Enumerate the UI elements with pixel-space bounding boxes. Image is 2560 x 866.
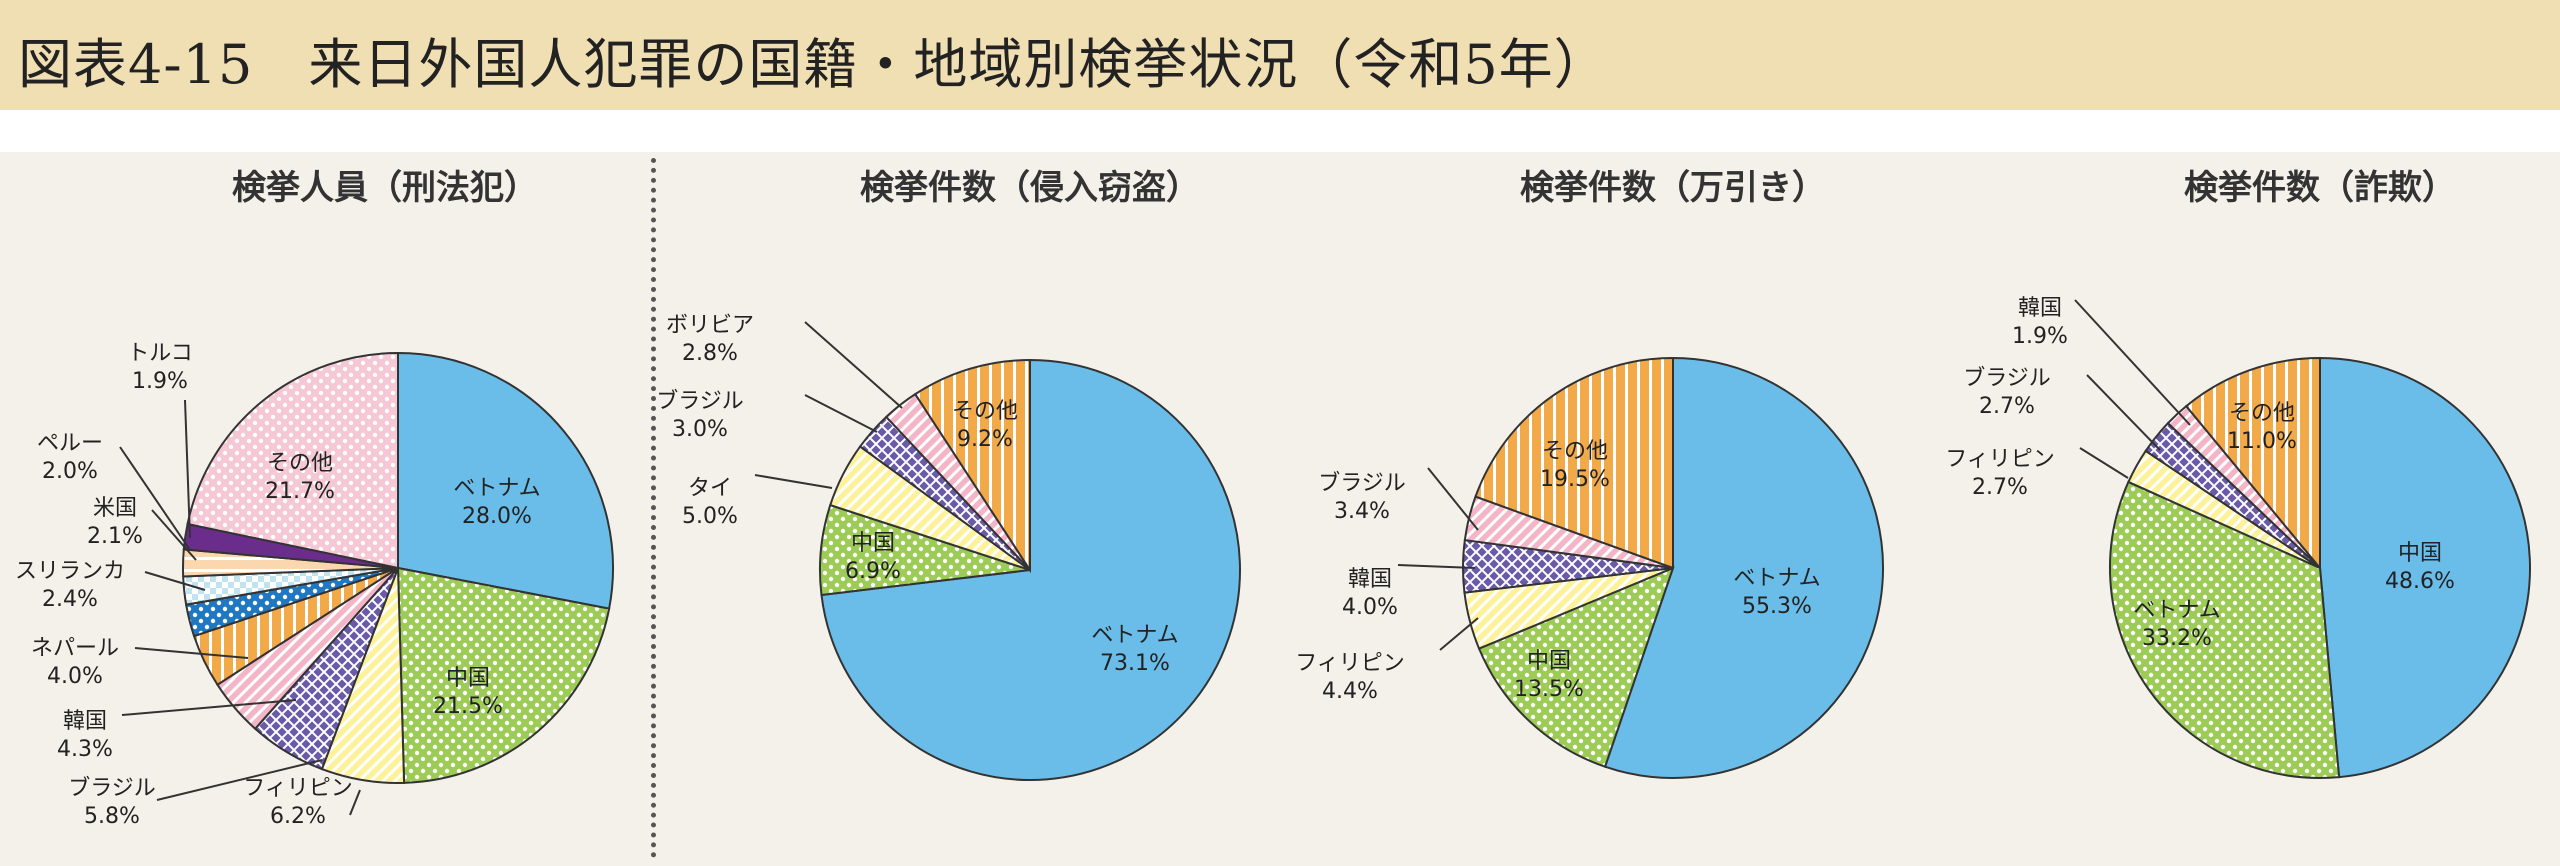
chart-title-2: 検挙件数（侵入窃盗） [860,168,1200,208]
slice-value-c3-4: 3.4% [1334,499,1390,524]
leader-line-c3-2 [1439,617,1479,651]
slice-name-c1-9: トルコ [127,341,193,366]
slice-value-c2-3: 3.0% [672,417,728,442]
slice-value-c1-7: 2.1% [87,524,143,549]
slice-name-c2-3: ブラジル [656,389,744,414]
leader-line-c4-4 [2074,299,2191,426]
figure-header: 図表4-15 来日外国人犯罪の国籍・地域別検挙状況（令和5年） [0,0,2560,110]
slice-value-c2-5: 9.2% [957,427,1013,452]
slice-value-c1-5: 4.0% [47,664,103,689]
slice-name-c1-2: フィリピン [243,776,353,801]
slice-name-c3-0: ベトナム [1733,566,1820,591]
slice-name-c4-2: フィリピン [1945,447,2055,472]
pie-slice-c1-10 [186,351,399,570]
slice-name-c2-2: タイ [688,476,732,501]
slice-name-c1-10: その他 [267,451,333,476]
leader-line-c4-3 [2086,374,2161,451]
leader-line-c2-2 [754,474,833,489]
chart-title-4: 検挙件数（詐欺） [2184,168,2456,208]
slice-value-c4-3: 2.7% [1979,394,2035,419]
slice-name-c3-4: ブラジル [1318,471,1406,496]
pie-slice-c4-0 [2319,356,2531,779]
slice-value-c3-1: 13.5% [1514,677,1584,702]
slice-value-c1-2: 6.2% [270,804,326,829]
pie-slice-c3-1 [1477,566,1675,768]
slice-name-c2-1: 中国 [851,531,895,556]
slice-name-c1-5: ネパール [31,636,119,661]
slice-name-c2-0: ベトナム [1091,623,1178,648]
pie-slice-c3-0 [1603,356,1884,779]
slice-name-c2-4: ボリビア [666,313,754,338]
divider-line [651,158,656,858]
slice-name-c1-7: 米国 [93,496,137,521]
slice-name-c1-4: 韓国 [63,709,107,734]
pie-slice-c4-5 [2184,356,2321,571]
leader-line-c1-8 [119,446,191,551]
leader-line-c4-2 [2079,447,2129,479]
leader-line-c1-5 [134,647,249,659]
pie-slice-c4-1 [2109,480,2341,779]
slice-name-c4-5: その他 [2229,401,2295,426]
slice-name-c1-1: 中国 [446,666,490,691]
figure-title: 図表4-15 来日外国人犯罪の国籍・地域別検挙状況（令和5年） [18,33,1609,96]
slice-value-c1-9: 1.9% [132,369,188,394]
slice-value-c4-1: 33.2% [2142,626,2212,651]
slice-name-c3-1: 中国 [1527,649,1571,674]
pie-slice-c1-1 [396,566,611,784]
slice-value-c2-1: 6.9% [845,559,901,584]
slice-name-c4-0: 中国 [2398,541,2442,566]
leader-line-c2-3 [804,394,878,433]
slice-value-c1-10: 21.7% [265,479,335,504]
slice-name-c4-4: 韓国 [2018,296,2062,321]
slice-value-c3-2: 4.4% [1322,679,1378,704]
slice-name-c1-3: ブラジル [68,776,156,801]
slice-value-c2-0: 73.1% [1100,651,1170,676]
slice-value-c3-0: 55.3% [1742,594,1812,619]
slice-value-c2-2: 5.0% [682,504,738,529]
leader-line-c1-3 [156,759,323,801]
leader-line-c1-2 [349,789,361,816]
slice-value-c1-3: 5.8% [84,804,140,829]
leader-line-c3-4 [1427,467,1479,531]
slice-value-c1-1: 21.5% [433,694,503,719]
pie-slice-c2-5 [913,358,1031,574]
pie-slice-c1-0 [397,351,614,610]
slice-value-c1-0: 28.0% [462,504,532,529]
slice-value-c4-4: 1.9% [2012,324,2068,349]
leader-line-c1-9 [184,399,191,539]
slice-name-c4-1: ベトナム [2133,598,2220,623]
leader-line-c2-4 [804,321,903,409]
slice-name-c4-3: ブラジル [1963,366,2051,391]
slice-value-c1-4: 4.3% [57,737,113,762]
slice-name-c1-8: ペルー [37,431,103,456]
slice-value-c4-0: 48.6% [2385,569,2455,594]
chart-title-3: 検挙件数（万引き） [1520,168,1826,208]
slice-name-c3-5: その他 [1542,439,1608,464]
slice-name-c3-3: 韓国 [1348,567,1392,592]
slice-name-c3-2: フィリピン [1295,651,1405,676]
slice-value-c3-3: 4.0% [1342,595,1398,620]
slice-value-c4-5: 11.0% [2227,429,2297,454]
slice-value-c4-2: 2.7% [1972,475,2028,500]
leader-line-c1-6 [144,571,206,591]
leader-line-c3-3 [1397,564,1476,569]
slice-name-c1-0: ベトナム [453,476,540,501]
slice-name-c1-6: スリランカ [15,559,125,584]
slice-name-c2-5: その他 [952,399,1018,424]
pie-slice-c3-5 [1474,356,1674,570]
leader-line-c1-7 [151,509,197,561]
slice-value-c1-6: 2.4% [42,587,98,612]
slice-value-c1-8: 2.0% [42,459,98,484]
slice-value-c3-5: 19.5% [1540,467,1610,492]
leader-line-c1-4 [121,699,297,716]
slice-value-c2-4: 2.8% [682,341,738,366]
chart-title-1: 検挙人員（刑法犯） [232,168,538,208]
